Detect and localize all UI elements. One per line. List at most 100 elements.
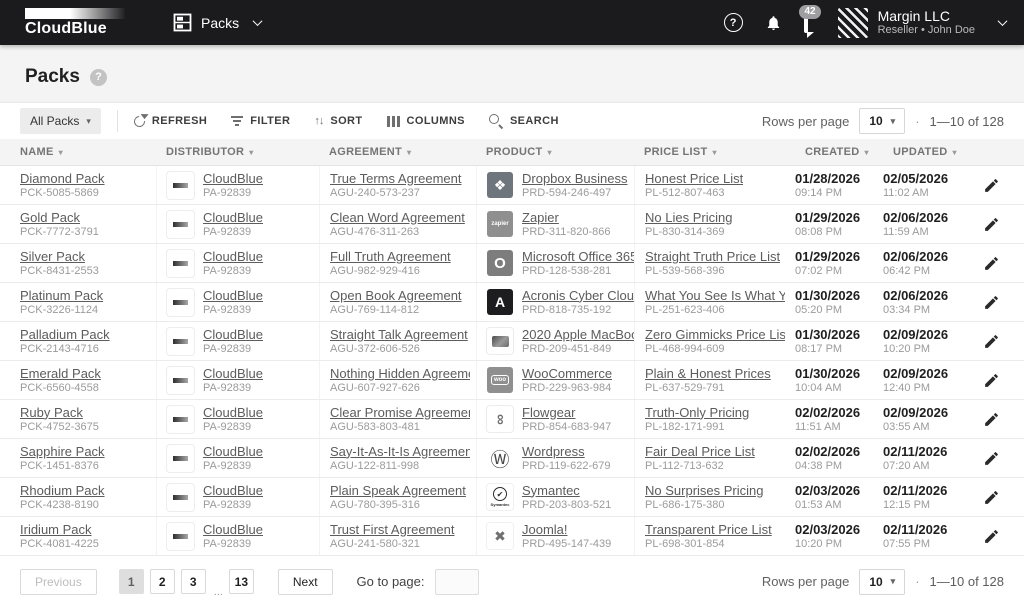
pack-name-link[interactable]: Palladium Pack: [20, 326, 110, 342]
product-link[interactable]: 2020 Apple MacBoo…: [522, 326, 634, 342]
edit-button[interactable]: [981, 448, 1002, 469]
price-list-link[interactable]: No Surprises Pricing: [645, 482, 764, 498]
pack-name-link[interactable]: Ruby Pack: [20, 404, 83, 420]
pencil-icon: [985, 217, 998, 231]
product-link[interactable]: Microsoft Office 365: [522, 248, 634, 264]
distributor-link[interactable]: CloudBlue: [203, 521, 263, 537]
distributor-link[interactable]: CloudBlue: [203, 170, 263, 186]
pack-name-link[interactable]: Iridium Pack: [20, 521, 92, 537]
actions-cell: [975, 526, 1024, 547]
product-link[interactable]: Wordpress: [522, 443, 585, 459]
chevron-down-icon: [252, 16, 263, 27]
updated-time: 03:55 AM: [883, 420, 930, 433]
edit-button[interactable]: [981, 292, 1002, 313]
pack-name-link[interactable]: Emerald Pack: [20, 365, 101, 381]
price-list-id: PL-251-623-406: [645, 303, 725, 316]
edit-button[interactable]: [981, 331, 1002, 352]
agreement-link[interactable]: Clean Word Agreement: [330, 209, 465, 225]
rows-per-page-select[interactable]: 10: [859, 568, 906, 595]
agreement-link[interactable]: Nothing Hidden Agreement: [330, 365, 470, 381]
product-link[interactable]: WooCommerce: [522, 365, 613, 381]
price-list-link[interactable]: No Lies Pricing: [645, 209, 733, 225]
columns-button[interactable]: COLUMNS: [386, 115, 465, 127]
notifications-button[interactable]: [765, 14, 782, 32]
pack-name-link[interactable]: Rhodium Pack: [20, 482, 105, 498]
price-list-link[interactable]: What You See Is What You…: [645, 287, 785, 303]
module-switcher[interactable]: Packs: [173, 13, 263, 32]
price-list-link[interactable]: Transparent Price List: [645, 521, 772, 537]
column-header-price-list[interactable]: PRICE LIST: [644, 146, 805, 158]
column-header-name[interactable]: NAME: [20, 146, 166, 158]
agreement-link[interactable]: Plain Speak Agreement: [330, 482, 466, 498]
agreement-link[interactable]: Clear Promise Agreement: [330, 404, 470, 420]
edit-button[interactable]: [981, 214, 1002, 235]
edit-button[interactable]: [981, 370, 1002, 391]
help-icon[interactable]: [723, 13, 743, 32]
distributor-link[interactable]: CloudBlue: [203, 482, 263, 498]
agreement-link[interactable]: True Terms Agreement: [330, 170, 462, 186]
product-link[interactable]: Zapier: [522, 209, 559, 225]
agreement-id: AGU-982-929-416: [330, 264, 420, 277]
last-page-button[interactable]: 13: [228, 569, 254, 594]
product-link[interactable]: Acronis Cyber Cloud…: [522, 287, 634, 303]
page-number-button[interactable]: 3: [180, 569, 206, 594]
edit-button[interactable]: [981, 487, 1002, 508]
agreement-link[interactable]: Say-It-As-It-Is Agreement: [330, 443, 470, 459]
agreement-link[interactable]: Open Book Agreement: [330, 287, 462, 303]
distributor-link[interactable]: CloudBlue: [203, 365, 263, 381]
edit-button[interactable]: [981, 253, 1002, 274]
distributor-link[interactable]: CloudBlue: [203, 404, 263, 420]
sort-button[interactable]: SORT: [314, 115, 362, 127]
goto-page-input[interactable]: [434, 568, 479, 595]
column-header-updated[interactable]: UPDATED: [893, 146, 985, 158]
price-list-cell: Transparent Price List PL-698-301-854: [634, 517, 795, 555]
next-page-button[interactable]: Next: [277, 568, 333, 595]
search-button[interactable]: SEARCH: [488, 114, 559, 128]
edit-button[interactable]: [981, 409, 1002, 430]
scope-filter-button[interactable]: All Packs: [20, 108, 101, 134]
column-header-agreement[interactable]: AGREEMENT: [329, 146, 486, 158]
column-header-product[interactable]: PRODUCT: [486, 146, 644, 158]
page-number-button[interactable]: 2: [149, 569, 175, 594]
updated-time: 11:59 AM: [883, 225, 929, 238]
distributor-link[interactable]: CloudBlue: [203, 248, 263, 264]
filter-button[interactable]: FILTER: [231, 115, 290, 127]
distributor-link[interactable]: CloudBlue: [203, 209, 263, 225]
cloudblue-logo[interactable]: CloudBlue: [25, 8, 125, 37]
pack-name-link[interactable]: Silver Pack: [20, 248, 86, 264]
column-header-distributor[interactable]: DISTRIBUTOR: [166, 146, 329, 158]
distributor-link[interactable]: CloudBlue: [203, 443, 263, 459]
product-link[interactable]: Joomla!: [522, 521, 568, 537]
column-header-created[interactable]: CREATED: [805, 146, 893, 158]
product-cell: Symantec PRD-203-803-521: [476, 478, 634, 516]
previous-page-button[interactable]: Previous: [20, 568, 97, 595]
agreement-link[interactable]: Trust First Agreement: [330, 521, 455, 537]
product-link[interactable]: Dropbox Business: [522, 170, 628, 186]
edit-button[interactable]: [981, 526, 1002, 547]
pack-name-link[interactable]: Gold Pack: [20, 209, 80, 225]
pack-name-link[interactable]: Sapphire Pack: [20, 443, 105, 459]
messages-button[interactable]: 42: [799, 4, 821, 33]
price-list-link[interactable]: Fair Deal Price List: [645, 443, 755, 459]
agreement-link[interactable]: Full Truth Agreement: [330, 248, 451, 264]
account-menu[interactable]: Margin LLC Reseller • John Doe: [837, 7, 1008, 38]
page-help-icon[interactable]: [89, 68, 107, 86]
pack-id: PCK-4081-4225: [20, 537, 99, 550]
product-link[interactable]: Flowgear: [522, 404, 576, 420]
page-number-button[interactable]: 1: [118, 569, 144, 594]
agreement-link[interactable]: Straight Talk Agreement: [330, 326, 468, 342]
price-list-link[interactable]: Zero Gimmicks Price List: [645, 326, 785, 342]
rows-per-page-select[interactable]: 10: [859, 108, 906, 134]
price-list-link[interactable]: Truth-Only Pricing: [645, 404, 750, 420]
distributor-link[interactable]: CloudBlue: [203, 326, 263, 342]
price-list-link[interactable]: Straight Truth Price List: [645, 248, 781, 264]
pack-name-link[interactable]: Diamond Pack: [20, 170, 105, 186]
refresh-button[interactable]: REFRESH: [131, 113, 207, 129]
distributor-link[interactable]: CloudBlue: [203, 287, 263, 303]
edit-button[interactable]: [981, 175, 1002, 196]
product-link[interactable]: Symantec: [522, 482, 580, 498]
price-list-cell: Plain & Honest Prices PL-637-529-791: [634, 361, 795, 399]
price-list-link[interactable]: Plain & Honest Prices: [645, 365, 771, 381]
price-list-link[interactable]: Honest Price List: [645, 170, 744, 186]
pack-name-link[interactable]: Platinum Pack: [20, 287, 104, 303]
